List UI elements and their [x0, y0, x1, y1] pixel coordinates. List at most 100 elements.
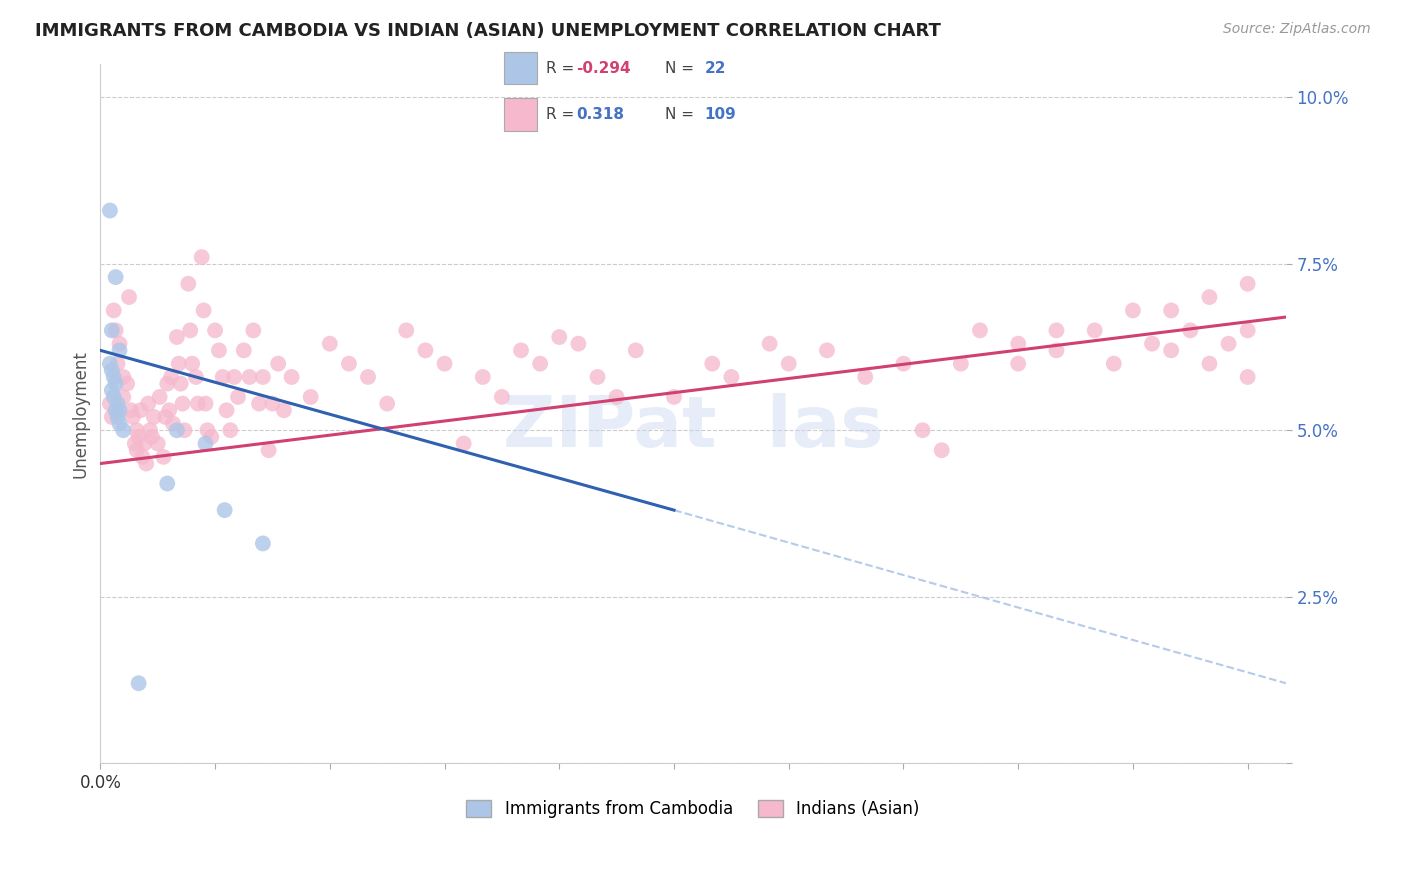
Point [1122, 303, 1144, 318]
Point [911, 423, 934, 437]
Point [194, 396, 217, 410]
Point [193, 303, 215, 318]
Y-axis label: Unemployment: Unemployment [72, 350, 89, 477]
Point [299, 390, 322, 404]
Point [177, 277, 200, 291]
Point [1198, 357, 1220, 371]
Point [1218, 336, 1240, 351]
Point [624, 343, 647, 358]
Point [1160, 303, 1182, 318]
Text: R =: R = [546, 107, 574, 122]
Point [853, 370, 876, 384]
Text: N =: N = [665, 61, 695, 76]
Point [567, 336, 589, 351]
Point [118, 290, 141, 304]
Point [1160, 343, 1182, 358]
Point [280, 370, 302, 384]
Point [415, 343, 437, 358]
Point [134, 436, 156, 450]
Point [108, 417, 131, 431]
Point [702, 357, 724, 371]
Point [720, 370, 742, 384]
Point [252, 370, 274, 384]
Point [197, 423, 219, 437]
Point [104, 323, 127, 337]
Point [319, 336, 342, 351]
Point [103, 303, 125, 318]
Text: 22: 22 [704, 61, 725, 76]
Text: IMMIGRANTS FROM CAMBODIA VS INDIAN (ASIAN) UNEMPLOYMENT CORRELATION CHART: IMMIGRANTS FROM CAMBODIA VS INDIAN (ASIA… [35, 22, 941, 40]
Text: N =: N = [665, 107, 695, 122]
Text: 0.318: 0.318 [576, 107, 624, 122]
Point [232, 343, 254, 358]
Point [187, 396, 209, 410]
Point [357, 370, 380, 384]
Point [219, 423, 242, 437]
Point [112, 370, 135, 384]
Point [662, 390, 685, 404]
Point [529, 357, 551, 371]
Point [893, 357, 915, 371]
Point [104, 270, 127, 285]
Point [115, 376, 138, 391]
Point [815, 343, 838, 358]
Point [142, 409, 165, 424]
Point [107, 409, 129, 424]
Point [273, 403, 295, 417]
Point [104, 376, 127, 391]
Point [125, 443, 148, 458]
Point [1045, 323, 1067, 337]
Point [1236, 323, 1258, 337]
Text: 109: 109 [704, 107, 737, 122]
Point [433, 357, 456, 371]
Point [179, 323, 201, 337]
Point [548, 330, 571, 344]
Point [949, 357, 972, 371]
Text: Source: ZipAtlas.com: Source: ZipAtlas.com [1223, 22, 1371, 37]
Point [257, 443, 280, 458]
Point [204, 323, 226, 337]
Point [1180, 323, 1202, 337]
Point [128, 430, 150, 444]
Point [103, 370, 125, 384]
Text: -0.294: -0.294 [576, 61, 631, 76]
Point [758, 336, 780, 351]
Point [156, 476, 179, 491]
Point [107, 357, 129, 371]
Point [778, 357, 800, 371]
Point [491, 390, 513, 404]
Point [166, 330, 188, 344]
Point [1102, 357, 1125, 371]
Point [1236, 277, 1258, 291]
Point [194, 436, 217, 450]
Point [120, 403, 142, 417]
Point [190, 250, 212, 264]
Point [606, 390, 628, 404]
Point [149, 390, 172, 404]
Point [156, 376, 179, 391]
Point [969, 323, 991, 337]
Point [181, 357, 204, 371]
FancyBboxPatch shape [503, 52, 537, 85]
Point [129, 403, 152, 417]
Point [226, 390, 249, 404]
Point [101, 323, 124, 337]
Point [172, 396, 194, 410]
Point [200, 430, 222, 444]
Point [211, 370, 233, 384]
Point [252, 536, 274, 550]
Point [337, 357, 360, 371]
Point [173, 423, 195, 437]
Point [155, 409, 177, 424]
Point [238, 370, 260, 384]
Point [104, 403, 127, 417]
Point [101, 384, 124, 398]
Point [139, 423, 162, 437]
Point [101, 409, 124, 424]
Point [98, 396, 121, 410]
Point [1084, 323, 1107, 337]
Point [152, 450, 174, 464]
Point [162, 417, 184, 431]
Point [453, 436, 475, 450]
FancyBboxPatch shape [503, 98, 537, 131]
